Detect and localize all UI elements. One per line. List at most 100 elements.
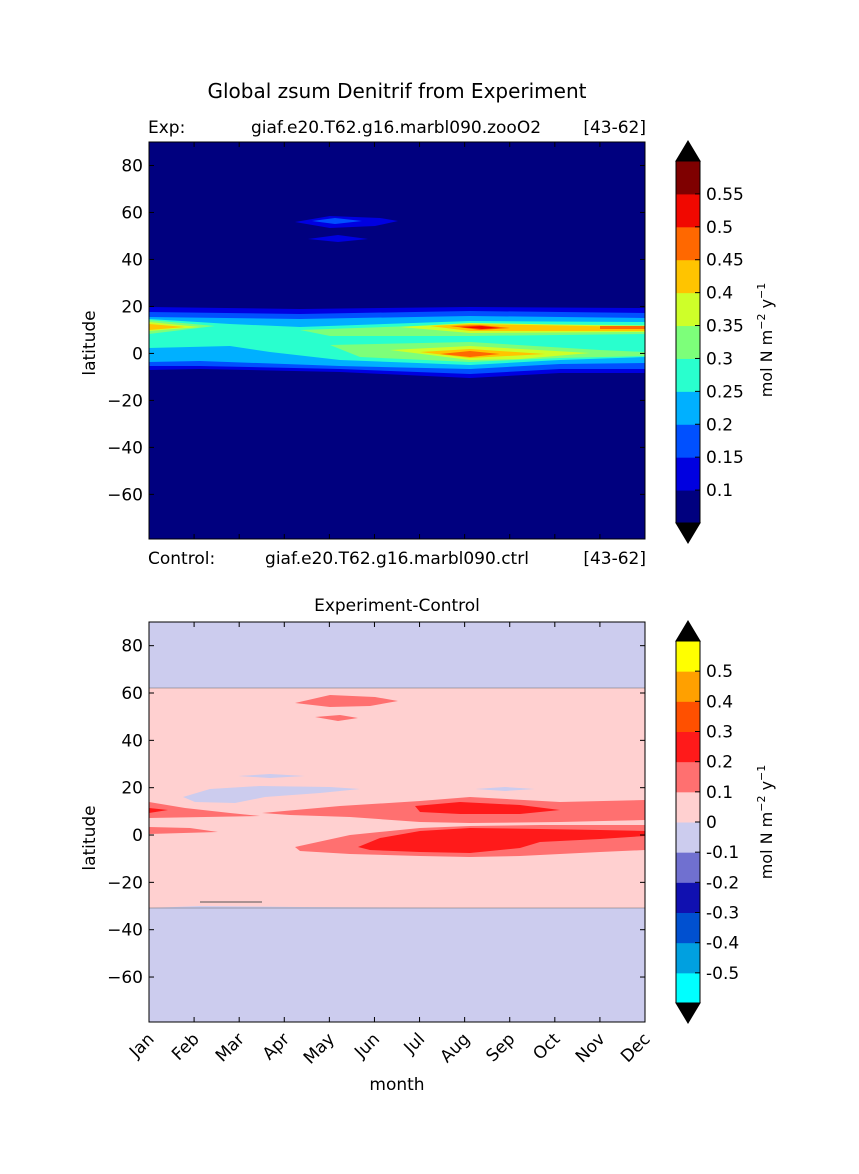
xtick-label: Sep [482, 1029, 519, 1066]
colorbar-segment [676, 193, 700, 228]
top-units-mid: y [757, 299, 776, 314]
xtick-label: Oct [529, 1029, 564, 1064]
ytick-label: 60 [121, 203, 143, 223]
colorbar-tick-label: 0.3 [706, 723, 733, 743]
top-y-axis: −60 −40 −20 0 20 40 60 80 [107, 156, 645, 505]
ytick-label: −40 [107, 921, 143, 941]
bot-band-neg-patch-20N [183, 774, 535, 803]
colorbar-segment [676, 161, 700, 195]
colorbar-tick-label: 0.5 [706, 662, 733, 682]
bottom-units-main: mol N m [757, 812, 776, 880]
ytick-label: −40 [107, 438, 143, 458]
top-band-0.35 [149, 322, 645, 360]
ctrl-years: [43-62] [583, 549, 646, 569]
top-band-0.2-north-patch [312, 218, 362, 224]
colorbar-tick-label: 0.1 [706, 481, 733, 501]
ytick-label: 80 [121, 156, 143, 176]
xtick-label: Mar [212, 1029, 249, 1066]
colorbar-tick-label: 0.55 [706, 185, 744, 205]
xtick-label: Nov [572, 1029, 610, 1067]
top-contour-field [149, 142, 645, 539]
xtick-label: Jul [400, 1029, 429, 1058]
xtick-label: May [300, 1029, 339, 1068]
colorbar-segment [676, 391, 700, 425]
exp-label: Exp: [148, 118, 185, 138]
colorbar-tick-label: 0.3 [706, 349, 733, 369]
colorbar-tick-label: 0.1 [706, 783, 733, 803]
colorbar-tick-label: 0.45 [706, 251, 744, 271]
colorbar-tick-label: 0.4 [706, 692, 733, 712]
colorbar-segment [676, 457, 700, 491]
colorbar-extend-bottom [675, 1002, 701, 1024]
bot-band-0.2-to-0.3 [149, 802, 645, 853]
ytick-label: −20 [107, 391, 143, 411]
ytick-label: 0 [132, 826, 143, 846]
colorbar-tick-label: 0.15 [706, 448, 744, 468]
xtick-label: Jun [350, 1029, 384, 1063]
top-band-0.4 [149, 324, 645, 358]
ytick-label: −60 [107, 485, 143, 505]
colorbar-extend-bottom [675, 522, 701, 544]
ytick-label: 0 [132, 344, 143, 364]
colorbar-segment [676, 822, 700, 853]
colorbar-tick-label: -0.1 [706, 843, 739, 863]
bottom-title: Experiment-Control [314, 596, 480, 616]
bottom-ylabel: latitude [80, 805, 100, 870]
ytick-label: 60 [121, 684, 143, 704]
ytick-label: 80 [121, 637, 143, 657]
colorbar-tick-label: -0.4 [706, 934, 739, 954]
xtick-label: Dec [617, 1029, 654, 1066]
bottom-units-sup1: −2 [755, 796, 768, 812]
ctrl-label: Control: [148, 549, 215, 569]
colorbar-tick-label: 0.2 [706, 753, 733, 773]
top-band-0.5 [460, 326, 500, 329]
colorbar-segment [676, 641, 700, 672]
ytick-label: −20 [107, 873, 143, 893]
bottom-y-axis: −60 −40 −20 0 20 40 60 80 [107, 637, 645, 988]
top-units-sup2: −1 [755, 283, 768, 299]
colorbar-extend-top [675, 140, 701, 162]
colorbar-tick-label: -0.3 [706, 904, 739, 924]
bottom-contour-field [149, 622, 645, 1022]
colorbar-segment [676, 424, 700, 458]
colorbar-frame [675, 160, 701, 524]
top-units-sup1: −2 [755, 314, 768, 330]
top-axes-frame [148, 141, 646, 540]
colorbar-segment [676, 325, 700, 359]
top-colorbar: 0.1 0.15 0.2 0.25 0.3 0.35 0.4 0.45 0.5 0.55 [675, 140, 744, 544]
colorbar-tick-label: 0.4 [706, 284, 733, 304]
colorbar-segment [676, 761, 700, 793]
colorbar-segment [676, 292, 700, 327]
top-x-axis [148, 142, 646, 539]
colorbar-segment [676, 358, 700, 392]
colorbar-segment [676, 226, 700, 261]
ytick-label: 40 [121, 731, 143, 751]
bottom-units-mid: y [757, 781, 776, 796]
top-band-0.45 [440, 325, 645, 357]
colorbar-segment [676, 671, 700, 702]
colorbar-tick-label: 0.35 [706, 317, 744, 337]
exp-name: giaf.e20.T62.g16.marbl090.zooO2 [251, 118, 541, 138]
bottom-units-sup2: −1 [755, 765, 768, 781]
figure-title: Global zsum Denitrif from Experiment [207, 79, 586, 103]
xtick-label: Aug [437, 1029, 475, 1067]
colorbar-tick-label: 0.2 [706, 415, 733, 435]
top-ylabel: latitude [80, 310, 100, 375]
colorbar-tick-label: 0.5 [706, 218, 733, 238]
colorbar-tick-label: -0.2 [706, 873, 739, 893]
bot-band-0.1-to-0.2 [149, 695, 645, 857]
colorbar-segment [676, 259, 700, 294]
ytick-label: 20 [121, 297, 143, 317]
bottom-colorbar-label: mol N m−2 y−1 [755, 765, 776, 880]
bottom-xlabel: month [369, 1075, 424, 1095]
top-colorbar-label: mol N m−2 y−1 [755, 283, 776, 398]
bottom-axes-frame [148, 621, 646, 1023]
colorbar-extend-top [675, 620, 701, 642]
colorbar-segment [676, 701, 700, 732]
colorbar-segment [676, 942, 700, 974]
colorbar-tick-label: 0.25 [706, 382, 744, 402]
colorbar-tick-label: -0.5 [706, 964, 739, 984]
ytick-label: 20 [121, 779, 143, 799]
